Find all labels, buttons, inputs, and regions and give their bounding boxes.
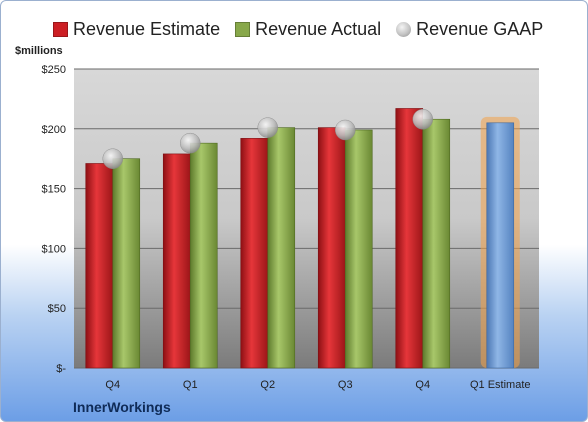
x-tick-label: Q4 xyxy=(415,379,430,391)
legend-label-estimate: Revenue Estimate xyxy=(73,18,221,39)
x-tick-label: Q2 xyxy=(260,379,275,391)
point-revenue-gaap xyxy=(257,117,278,138)
point-revenue-gaap xyxy=(102,148,123,169)
chart-marks xyxy=(85,108,520,369)
legend-swatch-estimate xyxy=(53,21,68,37)
y-tick-label: $250 xyxy=(42,64,66,76)
bar-revenue-actual xyxy=(422,118,451,369)
bar-revenue-estimate xyxy=(395,108,424,369)
company-name: InnerWorkings xyxy=(73,399,171,415)
bar-revenue-forecast xyxy=(486,122,515,369)
y-tick-label: $150 xyxy=(42,184,66,196)
legend-item-actual: Revenue Actual xyxy=(235,19,381,40)
point-revenue-gaap xyxy=(412,108,433,130)
y-axis-unit-label: $millions xyxy=(15,45,63,57)
y-tick-label: $200 xyxy=(42,124,66,136)
y-tick-label: $100 xyxy=(42,243,66,255)
chart-legend: Revenue Estimate Revenue Actual Revenue … xyxy=(53,17,558,41)
bar-revenue-estimate xyxy=(317,127,346,369)
bar-revenue-estimate xyxy=(162,153,191,369)
x-tick-label: Q1 xyxy=(183,379,198,391)
legend-label-gaap: Revenue GAAP xyxy=(416,18,544,39)
point-revenue-gaap xyxy=(335,119,356,141)
legend-swatch-actual xyxy=(235,21,251,37)
legend-item-estimate: Revenue Estimate xyxy=(53,19,220,40)
y-tick-label: $50 xyxy=(48,303,66,315)
axis-labels: $- $50 $100 $150 $200 $250 Q4 Q1 Q2 Q3 Q4 Q1 Estima… xyxy=(42,64,531,391)
legend-swatch-gaap xyxy=(396,21,412,37)
point-revenue-gaap xyxy=(180,132,201,154)
bar-revenue-estimate xyxy=(85,163,114,369)
legend-label-actual: Revenue Actual xyxy=(255,18,382,39)
y-tick-label: $- xyxy=(56,363,66,375)
x-tick-label: Q1 Estimate xyxy=(470,379,531,391)
x-tick-label: Q3 xyxy=(338,379,353,391)
bar-revenue-actual xyxy=(112,158,141,369)
legend-item-gaap: Revenue GAAP xyxy=(396,19,543,40)
bar-revenue-estimate xyxy=(240,138,269,369)
plot-area xyxy=(74,69,539,368)
bar-revenue-actual xyxy=(267,127,296,369)
x-tick-label: Q4 xyxy=(105,379,120,391)
bar-revenue-actual xyxy=(344,129,373,369)
gridlines xyxy=(74,68,539,369)
bar-revenue-actual xyxy=(189,142,218,369)
